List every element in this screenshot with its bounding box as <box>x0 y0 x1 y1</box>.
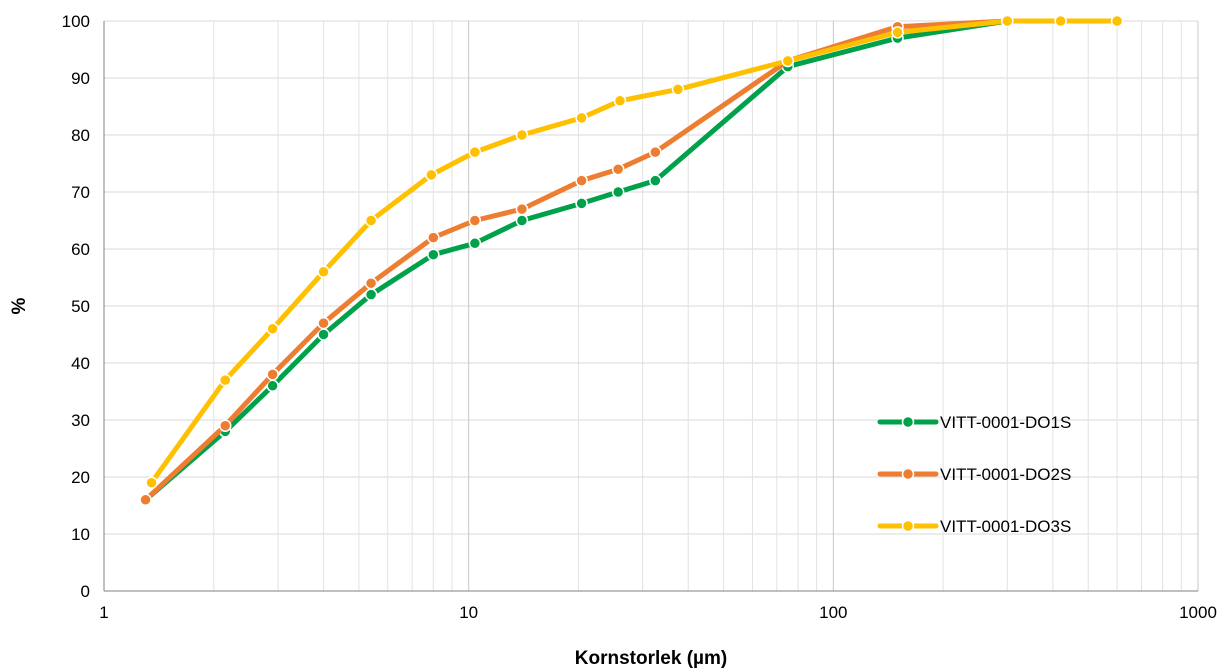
legend-entry: VITT-0001-DO2S <box>877 465 1071 484</box>
data-point <box>266 322 279 336</box>
data-point <box>575 174 588 187</box>
legend-swatch-marker <box>901 519 915 533</box>
data-point <box>575 197 588 210</box>
data-point <box>575 111 588 125</box>
legend-label: VITT-0001-DO1S <box>940 413 1071 432</box>
data-point <box>317 265 330 279</box>
data-point <box>611 185 625 199</box>
grid-layer <box>103 20 1199 592</box>
y-tick-label: 0 <box>81 582 90 601</box>
data-point <box>468 145 482 159</box>
data-point <box>611 162 625 176</box>
legend-swatch-marker <box>901 415 915 429</box>
data-point <box>266 368 279 381</box>
data-point <box>145 476 158 489</box>
data-point <box>515 128 529 142</box>
data-point <box>781 54 795 68</box>
data-point <box>468 214 482 227</box>
legend-entry: VITT-0001-DO3S <box>877 517 1071 536</box>
data-point <box>1110 14 1124 28</box>
legend-entry: VITT-0001-DO1S <box>877 413 1071 432</box>
data-point <box>139 493 152 507</box>
y-tick-label: 20 <box>71 468 90 487</box>
data-point <box>218 419 232 432</box>
y-tick-label: 10 <box>71 525 90 544</box>
data-point <box>515 214 529 227</box>
legend-label: VITT-0001-DO3S <box>940 517 1071 536</box>
y-tick-label: 100 <box>62 12 90 31</box>
y-tick-label: 40 <box>71 354 90 373</box>
data-point <box>515 202 529 216</box>
data-point <box>317 316 330 330</box>
series-line <box>149 18 1120 486</box>
data-point <box>218 373 232 387</box>
y-tick-label: 90 <box>71 69 90 88</box>
y-tick-label: 30 <box>71 411 90 430</box>
x-tick-label: 10 <box>459 603 478 622</box>
axis-layer <box>103 21 1198 592</box>
legend-label: VITT-0001-DO2S <box>940 465 1071 484</box>
series-3 <box>145 14 1124 489</box>
data-point <box>671 83 685 96</box>
y-tick-label: 80 <box>71 126 90 145</box>
y-tick-label: 70 <box>71 183 90 202</box>
y-tick-label: 50 <box>71 297 90 316</box>
data-point <box>649 145 662 159</box>
data-point <box>891 26 904 39</box>
legend: VITT-0001-DO1S VITT-0001-DO2S VITT-0001-DO… <box>877 413 1071 536</box>
series-line <box>143 18 1120 503</box>
x-axis-title: Kornstorlek (µm) <box>575 648 727 669</box>
x-tick-label: 1 <box>99 603 108 622</box>
series-layer <box>139 14 1124 507</box>
data-point <box>364 276 378 290</box>
y-axis-title: % <box>9 297 30 314</box>
data-point <box>468 237 482 250</box>
data-point <box>649 174 662 187</box>
data-point <box>1001 14 1014 28</box>
data-point <box>364 288 378 301</box>
data-point <box>425 168 438 182</box>
x-tick-label: 1000 <box>1179 603 1217 622</box>
series-line <box>143 18 1120 503</box>
data-point <box>1054 14 1067 28</box>
legend-swatch-marker <box>901 467 915 481</box>
y-tick-label: 60 <box>71 240 90 259</box>
data-point <box>613 94 627 108</box>
data-point <box>317 328 330 341</box>
data-point <box>427 248 440 261</box>
x-tick-label: 100 <box>819 603 847 622</box>
data-point <box>427 231 440 244</box>
data-point <box>364 214 378 227</box>
